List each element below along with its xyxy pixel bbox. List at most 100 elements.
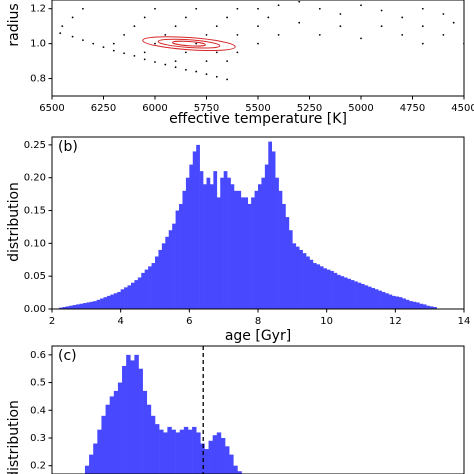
y-tick-label: 0.05 bbox=[24, 271, 46, 282]
hist-bar bbox=[82, 303, 87, 309]
hist-bar bbox=[159, 429, 164, 474]
hist-bar bbox=[312, 263, 317, 309]
hist-bar bbox=[402, 298, 406, 309]
x-tick-label: 5500 bbox=[245, 103, 270, 114]
point bbox=[143, 51, 146, 54]
hist-bar bbox=[179, 203, 183, 309]
hist-bar bbox=[126, 354, 131, 474]
hist-bar bbox=[347, 278, 351, 309]
point bbox=[133, 54, 136, 57]
hist-bar bbox=[161, 243, 166, 309]
hist-bar bbox=[361, 284, 365, 309]
hist-bar bbox=[146, 404, 152, 474]
hist-bar bbox=[213, 171, 218, 309]
point bbox=[401, 16, 404, 19]
point bbox=[185, 16, 187, 19]
hist-bar bbox=[319, 266, 324, 309]
hist-bar bbox=[409, 301, 413, 309]
point bbox=[339, 13, 342, 15]
point bbox=[164, 34, 167, 36]
plot-area bbox=[58, 141, 437, 309]
hist-bar bbox=[316, 264, 321, 309]
point bbox=[298, 0, 301, 3]
point bbox=[442, 34, 445, 36]
hist-bar bbox=[374, 289, 379, 309]
hist-bar bbox=[84, 465, 90, 474]
hist-bar bbox=[354, 281, 358, 309]
hist-bar bbox=[405, 299, 410, 309]
point bbox=[421, 25, 424, 28]
x-tick-label: 12 bbox=[389, 316, 402, 327]
hist-bar bbox=[117, 291, 121, 309]
hist-bar bbox=[271, 151, 276, 309]
hist-bar bbox=[124, 287, 128, 309]
point bbox=[236, 7, 239, 10]
hist-bar bbox=[200, 443, 205, 474]
point bbox=[360, 37, 362, 40]
point bbox=[174, 66, 177, 69]
hist-bar bbox=[93, 301, 97, 309]
point bbox=[226, 60, 229, 62]
point bbox=[154, 7, 156, 10]
point bbox=[195, 7, 198, 10]
hist-bar bbox=[155, 424, 160, 474]
point bbox=[112, 42, 115, 45]
hist-bar bbox=[76, 304, 80, 309]
point bbox=[205, 34, 208, 36]
hist-bar bbox=[364, 285, 369, 309]
hist-bar bbox=[230, 184, 235, 309]
hist-bar bbox=[258, 184, 262, 309]
hist-bar bbox=[117, 382, 123, 474]
contour bbox=[172, 40, 206, 47]
x-tick-label: 4 bbox=[117, 316, 123, 327]
point bbox=[380, 9, 383, 12]
x-tick-label: 2 bbox=[49, 316, 55, 327]
hist-bar bbox=[333, 272, 338, 309]
point bbox=[112, 49, 115, 52]
axes-frame bbox=[51, 0, 465, 97]
x-tick-label: 8 bbox=[255, 316, 261, 327]
point bbox=[226, 16, 229, 19]
hist-bar bbox=[367, 286, 372, 309]
hist-bar bbox=[109, 396, 115, 474]
hist-bar bbox=[62, 307, 67, 309]
plot-area bbox=[59, 0, 464, 81]
y-tick-label: 0.00 bbox=[24, 304, 46, 315]
x-axis-label: age [Gyr] bbox=[225, 328, 291, 344]
hist-bar bbox=[227, 177, 231, 309]
panel: 6500 6250 6000 5750 5500 5250 5000 4750 4500 0.8 1… bbox=[6, 0, 474, 127]
hist-bar bbox=[151, 263, 156, 309]
hist-bar bbox=[254, 190, 259, 309]
point bbox=[380, 25, 383, 28]
y-tick-label: 0.20 bbox=[24, 173, 46, 184]
y-tick-label: 0.2 bbox=[30, 461, 46, 472]
hist-bar bbox=[171, 429, 176, 474]
point bbox=[236, 51, 239, 54]
x-tick-label: 4500 bbox=[451, 103, 474, 114]
hist-bar bbox=[175, 432, 181, 474]
hist-bar bbox=[247, 203, 252, 309]
hist-bar bbox=[58, 307, 63, 309]
hist-bar bbox=[100, 298, 104, 309]
point bbox=[205, 60, 208, 62]
hist-bar bbox=[412, 301, 417, 309]
point bbox=[401, 34, 404, 36]
hist-bar bbox=[206, 177, 211, 309]
point bbox=[59, 32, 62, 35]
point bbox=[195, 70, 198, 73]
hist-bar bbox=[142, 390, 148, 474]
panel-label: (b) bbox=[58, 139, 78, 155]
hist-bar bbox=[371, 287, 376, 309]
hist-bar bbox=[240, 197, 245, 309]
hist-bar bbox=[233, 465, 238, 474]
hist-bar bbox=[93, 443, 98, 474]
hist-bar bbox=[261, 177, 266, 309]
hist-bar bbox=[113, 390, 119, 474]
point bbox=[82, 7, 84, 10]
hist-bar bbox=[144, 269, 149, 309]
hist-bar bbox=[203, 184, 207, 309]
hist-bar bbox=[204, 449, 209, 474]
hist-bar bbox=[237, 190, 242, 309]
hist-bar bbox=[422, 304, 427, 309]
hist-bar bbox=[309, 259, 314, 309]
